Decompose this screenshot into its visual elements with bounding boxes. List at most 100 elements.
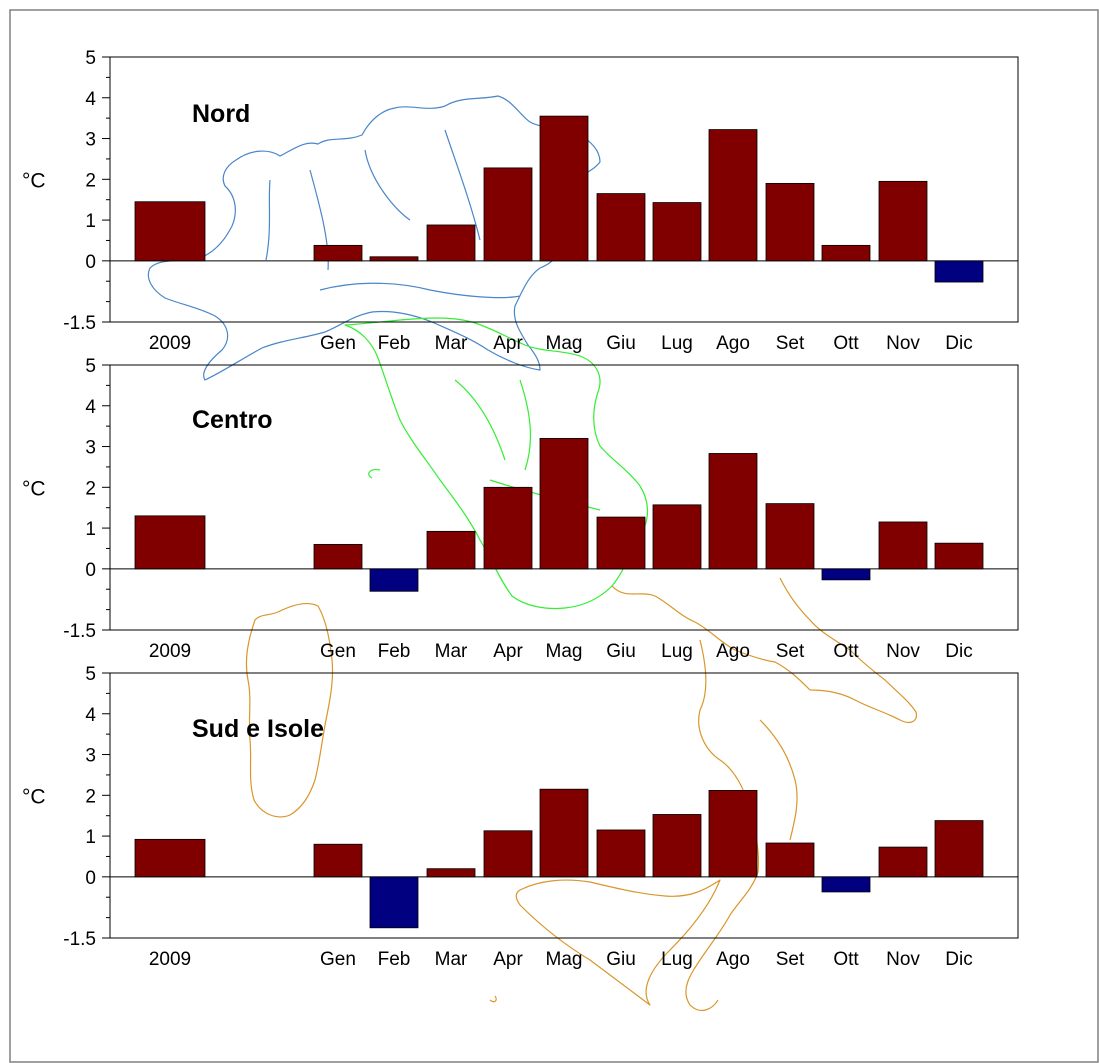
bar-feb (369, 568, 419, 592)
category-label: Mag (546, 641, 583, 662)
panel-1: -1.5 0 1 2 3 4 5 °C 2009 Gen Feb Mar Apr Mag Giu Lug Ago… (22, 48, 1019, 354)
category-label: Set (776, 641, 805, 662)
bar-mag (539, 115, 589, 262)
y-tick-label: 3 (85, 130, 96, 151)
category-label: Dic (945, 333, 972, 354)
category-label: Giu (606, 641, 636, 662)
y-tick-label: 5 (85, 664, 96, 685)
category-label: Apr (493, 949, 523, 970)
category-label: Gen (320, 333, 356, 354)
bar-mar (426, 530, 476, 570)
y-tick-label: 1 (85, 827, 96, 848)
bar-2009 (134, 838, 206, 878)
category-label: Mar (435, 333, 468, 354)
category-label: Lug (661, 641, 693, 662)
category-label: Giu (606, 949, 636, 970)
category-label: Dic (945, 641, 972, 662)
map-outline-nord (147, 95, 601, 381)
category-label: Nov (886, 333, 920, 354)
bar-2009 (134, 201, 206, 262)
panel-3: -1.5 0 1 2 3 4 5 °C 2009 Gen Feb Mar Apr Mag Giu Lug Ago… (22, 664, 1019, 970)
category-label: Set (776, 949, 805, 970)
bar-gen (313, 543, 363, 570)
category-label: Ago (716, 949, 750, 970)
category-label: Lug (661, 333, 693, 354)
y-tick-label: 5 (85, 48, 96, 69)
category-label: Giu (606, 333, 636, 354)
bar-dic (934, 542, 984, 570)
bar-feb (369, 876, 419, 929)
bar-giu (596, 516, 646, 570)
y-tick-label: 4 (85, 89, 96, 110)
y-axis-label: °C (22, 785, 46, 808)
category-label: Mar (435, 641, 468, 662)
bar-giu (596, 193, 646, 262)
plot-frame (109, 364, 1019, 631)
category-label: Lug (661, 949, 693, 970)
bar-ago (708, 129, 758, 262)
category-label: 2009 (149, 333, 191, 354)
category-label: Gen (320, 949, 356, 970)
plot-frame (109, 672, 1019, 939)
bar-feb (369, 256, 419, 262)
bar-lug (652, 202, 702, 262)
bar-lug (652, 814, 702, 878)
y-tick-label: 1 (85, 211, 96, 232)
bar-2009 (134, 515, 206, 570)
bar-gen (313, 244, 363, 262)
bar-ago (708, 790, 758, 878)
bar-apr (483, 486, 533, 570)
region-title: Sud e Isole (192, 715, 324, 743)
category-label: Mag (546, 949, 583, 970)
category-label: Ott (833, 949, 859, 970)
category-label: Ott (833, 641, 859, 662)
bar-apr (483, 830, 533, 878)
bar-set (765, 503, 815, 570)
category-label: 2009 (149, 949, 191, 970)
bar-apr (483, 167, 533, 262)
panel-2: -1.5 0 1 2 3 4 5 °C 2009 Gen Feb Mar Apr Mag Giu Lug Ago… (22, 356, 1019, 662)
bar-mar (426, 868, 476, 878)
y-tick-label: 1 (85, 519, 96, 540)
bar-set (765, 182, 815, 262)
plot-frame (109, 56, 1019, 323)
map-outline-sud (245, 577, 917, 1012)
y-tick-label: 4 (85, 705, 96, 726)
y-tick-label: 4 (85, 397, 96, 418)
category-label: Gen (320, 641, 356, 662)
category-label: Mag (546, 333, 583, 354)
bar-nov (878, 180, 928, 262)
bar-mag (539, 788, 589, 878)
y-tick-label: -1.5 (63, 313, 96, 334)
category-label: Apr (493, 641, 523, 662)
chart-panels: -1.5 0 1 2 3 4 5 °C 2009 Gen Feb Mar Apr Mag Giu Lug Ago… (22, 48, 1019, 970)
bar-lug (652, 504, 702, 570)
y-tick-label: 3 (85, 746, 96, 767)
y-tick-label: 0 (85, 560, 96, 581)
bar-ott (821, 568, 871, 581)
bar-mar (426, 224, 476, 262)
bar-nov (878, 846, 928, 878)
bar-gen (313, 843, 363, 878)
y-tick-label: 2 (85, 786, 96, 807)
category-label: Mar (435, 949, 468, 970)
category-label: Set (776, 333, 805, 354)
bar-nov (878, 521, 928, 570)
category-label: Feb (378, 641, 411, 662)
bar-giu (596, 829, 646, 878)
y-axis-label: °C (22, 169, 46, 192)
category-label: Ago (716, 333, 750, 354)
bar-dic (934, 260, 984, 283)
category-label: Ott (833, 333, 859, 354)
y-tick-label: 3 (85, 438, 96, 459)
bar-ago (708, 453, 758, 570)
y-tick-label: 5 (85, 356, 96, 377)
category-label: Ago (716, 641, 750, 662)
bar-mag (539, 437, 589, 570)
category-label: Feb (378, 333, 411, 354)
y-tick-label: 2 (85, 478, 96, 499)
y-tick-label: -1.5 (63, 621, 96, 642)
y-tick-label: 2 (85, 170, 96, 191)
